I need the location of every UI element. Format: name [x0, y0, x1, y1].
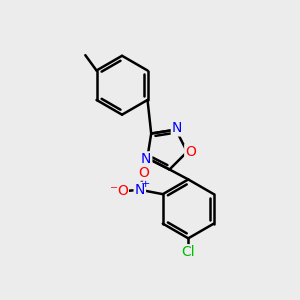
Text: O: O [117, 184, 128, 198]
Text: Cl: Cl [182, 245, 195, 259]
Text: N: N [141, 152, 151, 166]
Text: +: + [140, 179, 150, 190]
Text: O: O [185, 145, 196, 159]
Text: ⁻: ⁻ [110, 183, 118, 198]
Text: O: O [138, 166, 149, 180]
Text: N: N [135, 183, 145, 197]
Text: N: N [172, 122, 182, 136]
